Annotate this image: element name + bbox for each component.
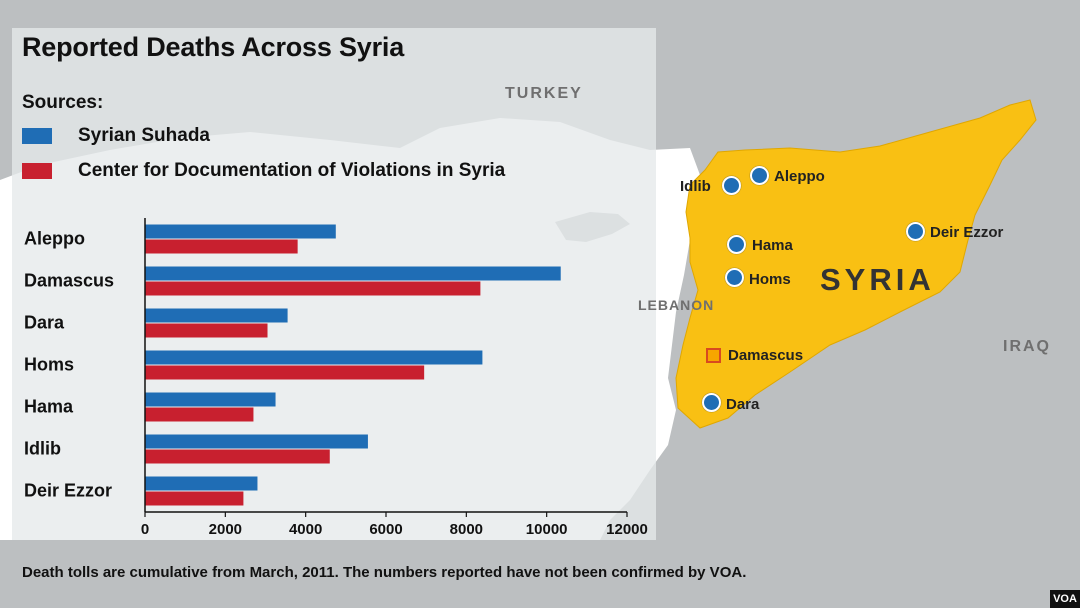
bar-cdvs-hama: [145, 407, 254, 422]
capital-marker-icon: [706, 348, 721, 363]
city-marker-icon: [702, 393, 721, 412]
city-label: Deir Ezzor: [930, 224, 1004, 241]
city-marker-icon: [750, 166, 769, 185]
city-label: Homs: [749, 271, 791, 288]
city-marker-icon: [722, 176, 741, 195]
city-label: Aleppo: [774, 168, 825, 185]
city-label: Dara: [726, 396, 760, 413]
city-marker-icon: [906, 222, 925, 241]
category-label: Aleppo: [24, 229, 85, 249]
voa-logo-badge: VOA: [1050, 590, 1080, 608]
x-tick-label: 6000: [369, 521, 402, 538]
bar-cdvs-deir-ezzor: [145, 491, 244, 506]
bar-suhada-damascus: [145, 266, 561, 281]
bar-cdvs-idlib: [145, 449, 330, 464]
city-label: Hama: [752, 237, 793, 254]
chart-title: Reported Deaths Across Syria: [22, 32, 405, 62]
bar-cdvs-homs: [145, 365, 425, 380]
category-label: Damascus: [24, 271, 114, 291]
city-label: Idlib: [680, 178, 711, 195]
bar-cdvs-damascus: [145, 281, 481, 296]
city-marker-icon: [727, 235, 746, 254]
country-label-syria: SYRIA: [820, 262, 935, 297]
category-label: Dara: [24, 313, 65, 333]
bar-suhada-aleppo: [145, 224, 336, 239]
bar-cdvs-dara: [145, 323, 268, 338]
sources-heading: Sources:: [22, 92, 104, 113]
x-tick-label: 10000: [526, 521, 568, 538]
x-tick-label: 2000: [209, 521, 242, 538]
x-tick-label: 12000: [606, 521, 648, 538]
bar-suhada-hama: [145, 392, 276, 407]
bar-suhada-dara: [145, 308, 288, 323]
category-label: Hama: [24, 397, 74, 417]
category-label: Homs: [24, 355, 74, 375]
category-label: Deir Ezzor: [24, 481, 112, 501]
footnote: Death tolls are cumulative from March, 2…: [22, 564, 747, 581]
country-label-turkey: TURKEY: [505, 85, 583, 102]
bar-suhada-deir-ezzor: [145, 476, 258, 491]
bar-suhada-idlib: [145, 434, 368, 449]
x-tick-label: 4000: [289, 521, 322, 538]
country-label-lebanon: LEBANON: [638, 297, 715, 313]
country-label-iraq: IRAQ: [1003, 338, 1051, 355]
x-tick-label: 0: [141, 521, 149, 538]
legend-label: Center for Documentation of Violations i…: [78, 160, 506, 181]
bar-suhada-homs: [145, 350, 483, 365]
city-label: Damascus: [728, 347, 804, 364]
legend-label: Syrian Suhada: [78, 125, 210, 146]
legend-swatch-red: [22, 163, 52, 179]
legend-swatch-blue: [22, 128, 52, 144]
city-marker-icon: [725, 268, 744, 287]
category-label: Idlib: [24, 439, 61, 459]
bar-cdvs-aleppo: [145, 239, 298, 254]
x-tick-label: 8000: [450, 521, 483, 538]
